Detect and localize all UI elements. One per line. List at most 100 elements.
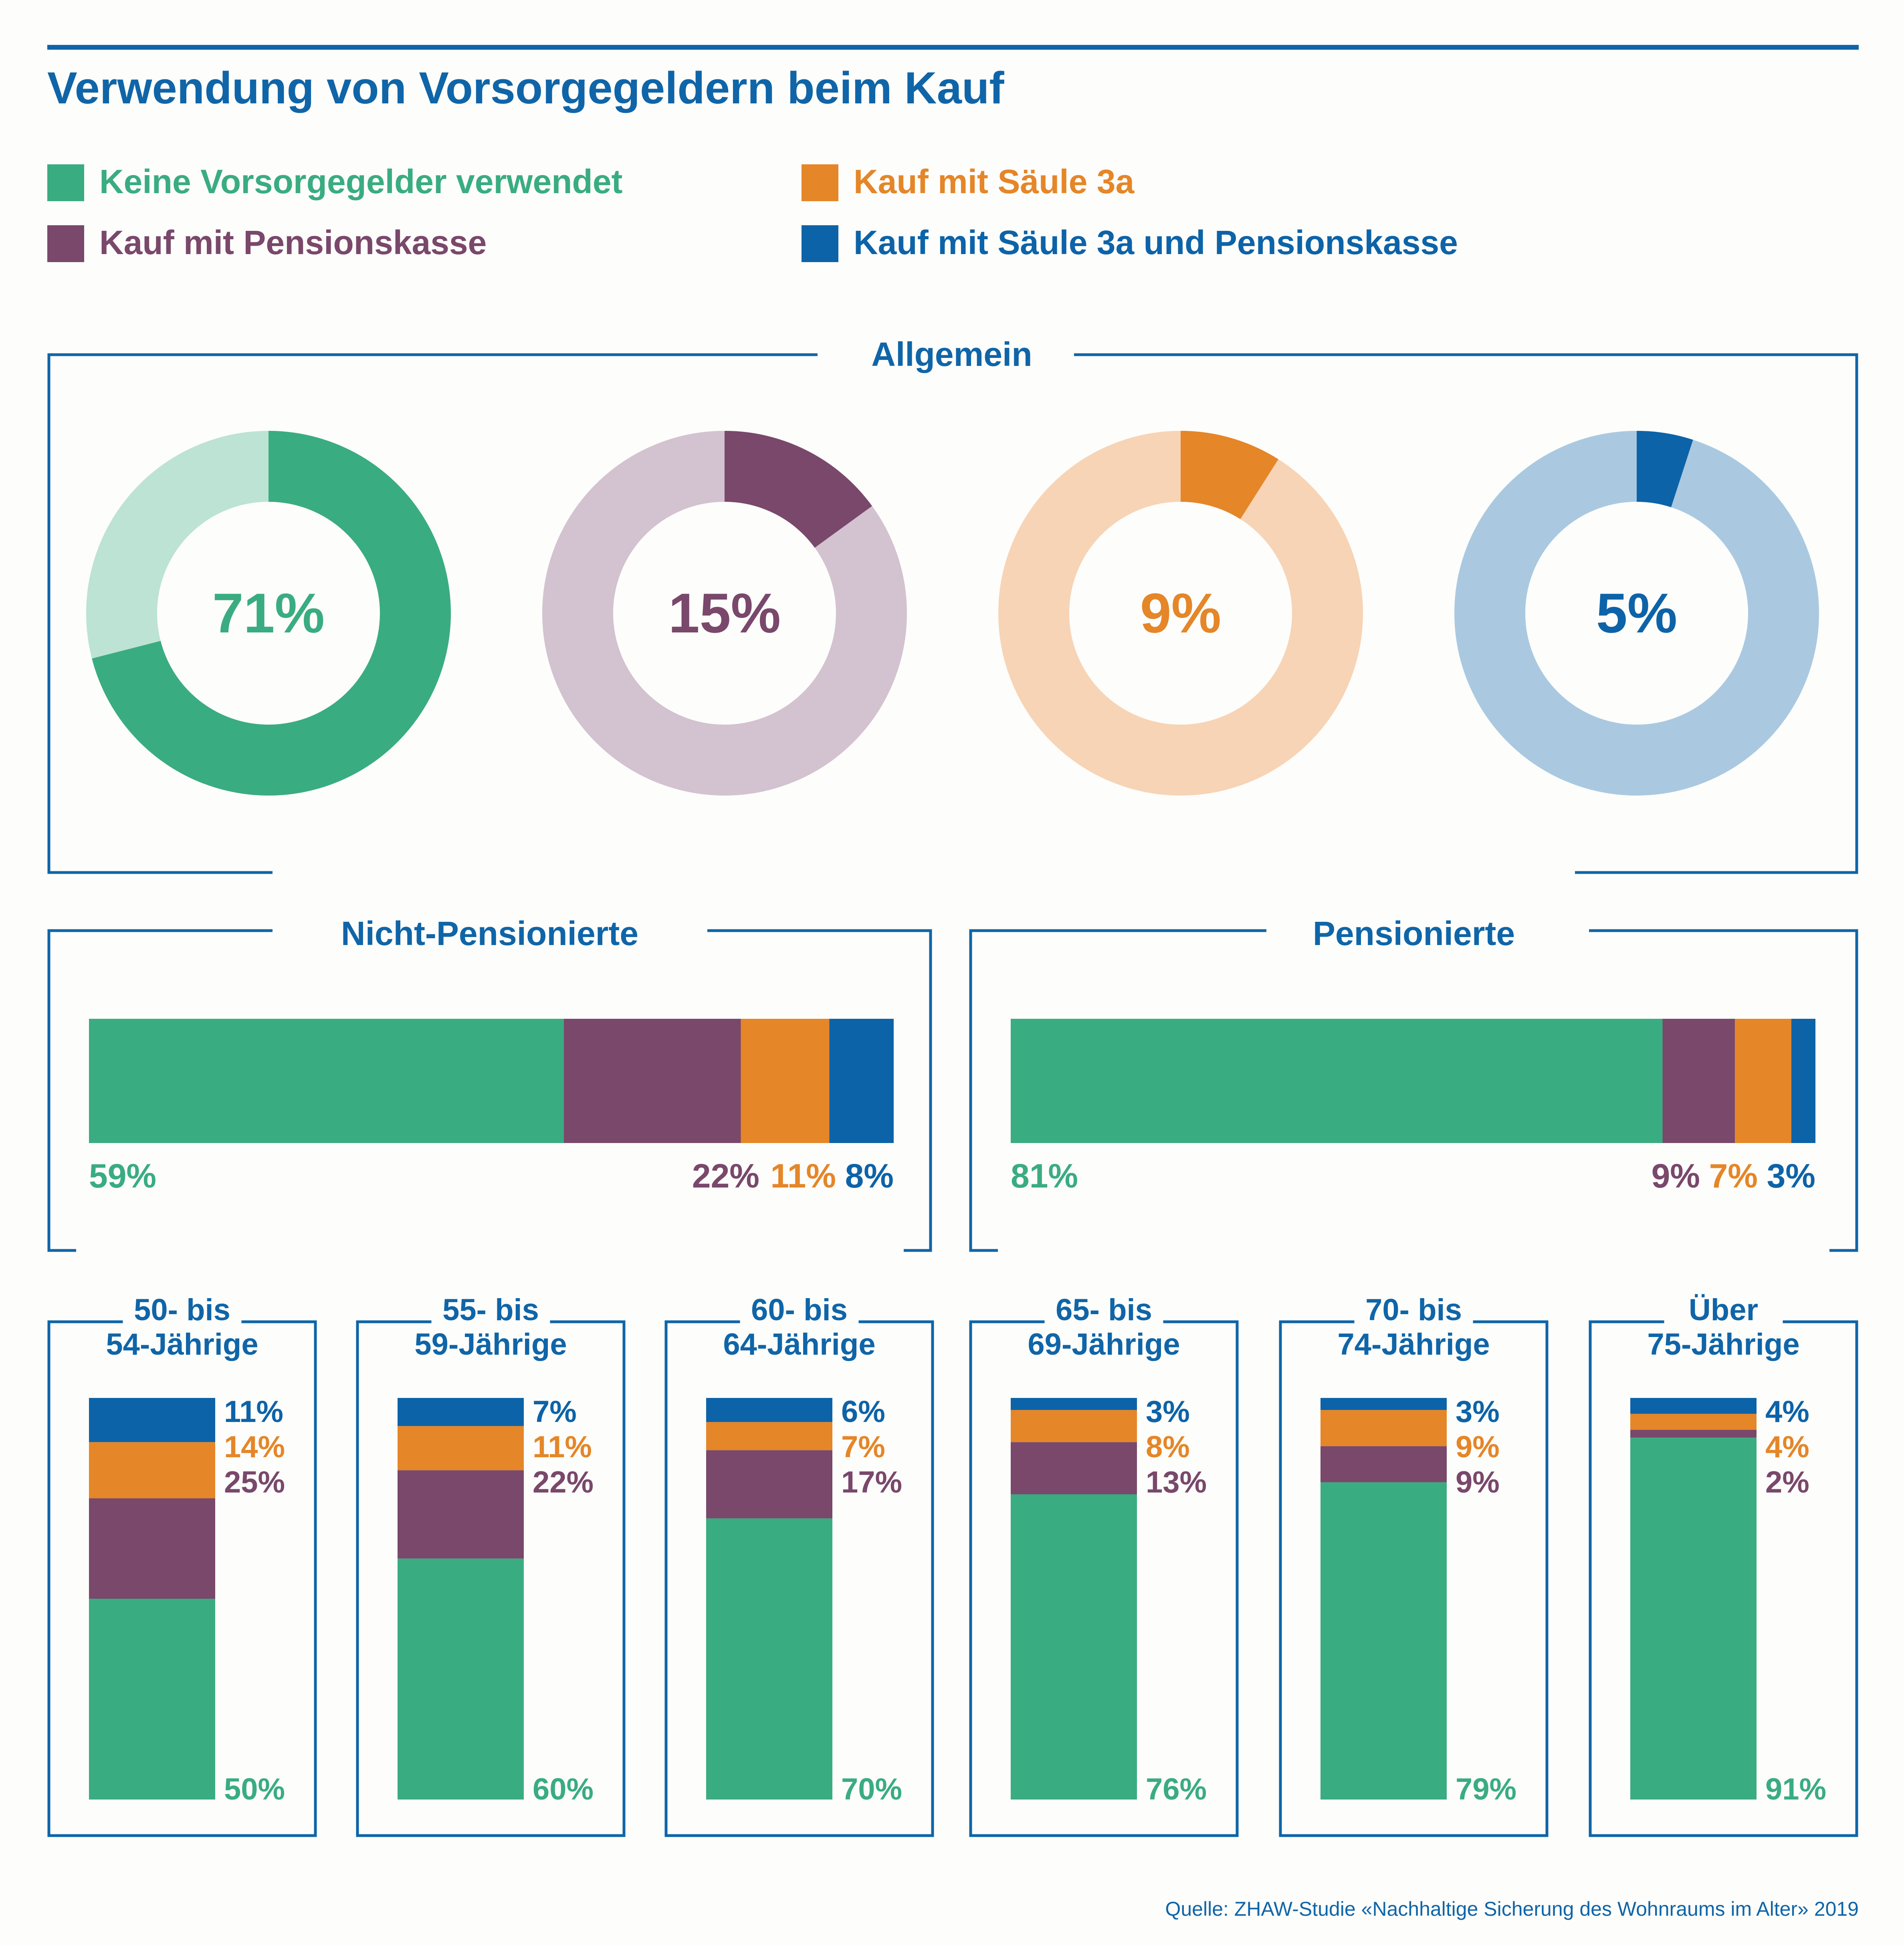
vbar-label-beide: 3%	[1456, 1395, 1500, 1429]
age-panel-title-line1: 60- bis	[751, 1293, 848, 1327]
panel-pensionierte-frame	[969, 929, 1858, 1252]
panel-nicht-pensionierte: Nicht-Pensionierte 59% 8%11% 22%	[47, 915, 932, 1252]
vbar-segment-beide	[706, 1398, 832, 1422]
hbar-label-beide: 8%	[845, 1157, 894, 1195]
vbar-label-keine: 50%	[224, 1772, 285, 1806]
vbar-segment-keine	[1320, 1482, 1447, 1800]
panel-nicht-pensionierte-frame	[47, 929, 932, 1252]
vbar-segment-beide	[89, 1398, 215, 1442]
legend-label-saeule3a: Kauf mit Säule 3a	[854, 163, 1135, 200]
vbar-segment-saeule3a	[1011, 1410, 1137, 1442]
hbar-label-beide: 3%	[1767, 1157, 1815, 1195]
hbar-segment-keine	[1011, 1019, 1663, 1143]
vbar-label-saeule3a: 11%	[533, 1430, 592, 1464]
donut-pensionskasse: 15%	[542, 431, 907, 796]
age-panel-title-line1: 65- bis	[1056, 1293, 1152, 1327]
legend-label-beide: Kauf mit Säule 3a und Pensionskasse	[854, 224, 1458, 261]
age-panel-frame	[664, 1320, 934, 1837]
stacked-bar-nicht-pensionierte: 59% 8%11% 22%	[89, 1019, 894, 1195]
hbar-label-pensionskasse: 22%	[692, 1157, 759, 1195]
age-panel-title-line2: 59-Jährige	[414, 1327, 567, 1361]
age-panel-frame	[47, 1320, 317, 1837]
vbar-segment-pensionskasse	[398, 1470, 524, 1559]
vbar-label-keine: 91%	[1765, 1772, 1826, 1806]
age-panel-title-line1: 55- bis	[442, 1293, 539, 1327]
vbar-segment-pensionskasse	[706, 1450, 832, 1519]
vbar-segment-beide	[1011, 1398, 1137, 1410]
hbar-label-keine: 81%	[1011, 1157, 1078, 1195]
vbar-label-pensionskasse: 2%	[1765, 1465, 1809, 1499]
donut-saeule3a: 9%	[998, 431, 1363, 796]
vbar-label-keine: 60%	[533, 1772, 594, 1806]
donut-label-beide: 5%	[1596, 582, 1677, 644]
vbar-label-pensionskasse: 17%	[841, 1465, 902, 1499]
vbar-segment-saeule3a	[398, 1426, 524, 1470]
donut-group: 71% 15% 9% 5%	[86, 431, 1819, 796]
hbar-label-saeule3a: 11%	[771, 1157, 836, 1195]
legend-swatch-beide	[802, 225, 838, 262]
age-panel-frame	[969, 1320, 1239, 1837]
hbar-segment-saeule3a	[1735, 1019, 1791, 1143]
age-panel-title-line1: 50- bis	[134, 1293, 230, 1327]
vbar-label-keine: 79%	[1456, 1772, 1516, 1806]
donut-label-saeule3a: 9%	[1140, 582, 1221, 644]
source-note: Quelle: ZHAW-Studie «Nachhaltige Sicheru…	[1165, 1898, 1859, 1920]
panel-allgemein: Allgemein 71% 15% 9% 5%	[47, 335, 1858, 874]
vbar-segment-saeule3a	[1320, 1410, 1447, 1446]
vbar-label-beide: 4%	[1765, 1395, 1809, 1429]
hbar-segment-pensionskasse	[1662, 1019, 1735, 1143]
legend-swatch-saeule3a	[802, 164, 838, 201]
hbar-label-saeule3a: 7%	[1709, 1157, 1758, 1195]
top-rule	[47, 45, 1859, 50]
vbar-segment-keine	[706, 1518, 832, 1800]
donut-keine: 71%	[86, 431, 451, 796]
donut-label-keine: 71%	[212, 582, 325, 644]
vbar-segment-pensionskasse	[1320, 1446, 1447, 1482]
donut-slice-pensionskasse	[725, 431, 872, 548]
vbar-segment-saeule3a	[706, 1422, 832, 1450]
vbar-segment-saeule3a	[89, 1442, 215, 1499]
vbar-label-beide: 3%	[1146, 1395, 1190, 1429]
stacked-bar-pensionierte: 81% 3%7%9%	[1011, 1019, 1815, 1195]
age-panel-frame	[356, 1320, 626, 1837]
donut-beide: 5%	[1454, 431, 1819, 796]
panel-pensionierte-title: Pensionierte	[1313, 915, 1515, 952]
vbar-label-pensionskasse: 22%	[533, 1465, 594, 1499]
vbar-label-beide: 6%	[841, 1395, 885, 1429]
vbar-label-beide: 11%	[224, 1395, 283, 1429]
age-panel-title-line2: 54-Jährige	[106, 1327, 258, 1361]
age-panel-frame	[1589, 1320, 1858, 1837]
vbar-label-keine: 70%	[841, 1772, 902, 1806]
hbar-segment-keine	[89, 1019, 564, 1143]
vbar-label-saeule3a: 7%	[841, 1430, 885, 1464]
hbar-label-keine: 59%	[89, 1157, 156, 1195]
vbar-label-pensionskasse: 9%	[1456, 1465, 1500, 1499]
vbar-label-pensionskasse: 13%	[1146, 1465, 1207, 1499]
vbar-segment-beide	[1320, 1398, 1447, 1410]
hbar-label-pensionskasse: 9%	[1652, 1157, 1700, 1195]
vbar-segment-saeule3a	[1630, 1414, 1757, 1430]
vbar-segment-keine	[1630, 1438, 1757, 1800]
legend-swatch-keine	[47, 164, 84, 201]
vbar-label-keine: 76%	[1146, 1772, 1207, 1806]
vbar-segment-beide	[398, 1398, 524, 1426]
age-panel-frame	[1279, 1320, 1549, 1837]
vbar-segment-pensionskasse	[1011, 1442, 1137, 1495]
panel-allgemein-title: Allgemein	[871, 335, 1032, 373]
vbar-segment-beide	[1630, 1398, 1757, 1414]
panel-nicht-pensionierte-title: Nicht-Pensionierte	[341, 915, 638, 952]
age-panel-title-line2: 74-Jährige	[1337, 1327, 1490, 1361]
donut-slice-beide	[1637, 431, 1693, 507]
vbar-label-saeule3a: 9%	[1456, 1430, 1500, 1464]
hbar-segment-beide	[1791, 1019, 1815, 1143]
vbar-label-beide: 7%	[533, 1395, 577, 1429]
page-title: Verwendung von Vorsorgegeldern beim Kauf	[47, 63, 1004, 113]
vbar-label-saeule3a: 4%	[1765, 1430, 1809, 1464]
legend-swatch-pensionskasse	[47, 225, 84, 262]
